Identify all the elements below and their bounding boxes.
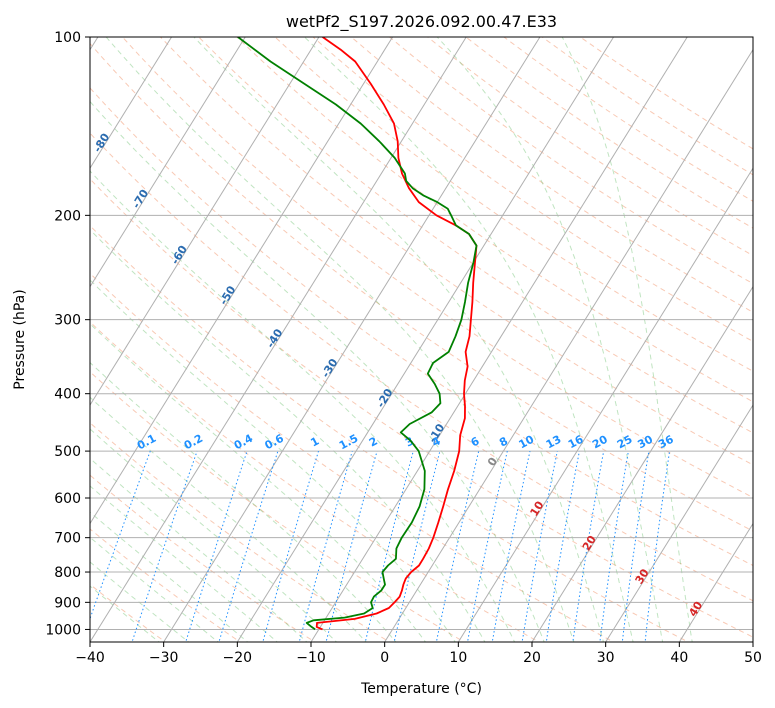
isotherm-line: [384, 48, 753, 642]
y-tick-label: 100: [54, 30, 81, 46]
isotherm-line: [310, 37, 688, 642]
y-tick-label: 1000: [45, 622, 81, 638]
isotherm-line: [531, 285, 753, 642]
mixing-ratio-labels: 0.1 0.2 0.4 0.6 1 1.5 2 3 4 6 8 10 13 16 20 25 30 36: [135, 432, 676, 453]
y-axis: 1000 900 800 700 600 500 400 300 200 100: [45, 30, 90, 638]
plot-area: -100-90-80-70-60-50-40-30-20-10010203040…: [90, 37, 753, 642]
y-tick-label: 200: [54, 208, 81, 224]
moist-adiabat: [561, 37, 693, 642]
sounding-profiles: [237, 37, 478, 631]
x-tick-label: 0: [380, 650, 389, 666]
isotherm-line: [90, 37, 320, 407]
dry-adiabat: [198, 37, 753, 434]
x-tick-label: −30: [149, 650, 179, 666]
isotherm-line: [90, 37, 467, 642]
mixing-ratio-label: 25: [615, 433, 635, 452]
temperature-profile: [315, 37, 478, 631]
moist-adiabat: [304, 37, 634, 642]
isotherm-line: [90, 37, 394, 525]
mixing-ratio-line: [545, 451, 580, 642]
mixing-ratio-label: 10: [517, 433, 537, 452]
y-tick-label: 800: [54, 565, 81, 581]
x-axis: −40 −30 −20 −10 0 10 20 30 40 50: [75, 642, 762, 666]
x-tick-label: 20: [523, 650, 541, 666]
mixing-ratio-line: [131, 450, 198, 642]
x-axis-label: Temperature (°C): [360, 681, 482, 697]
pressure-gridlines: [90, 37, 753, 630]
mixing-ratio-label: 13: [544, 433, 564, 452]
isotherm-line: [678, 522, 753, 642]
y-tick-label: 600: [54, 491, 81, 507]
mixing-ratio-line: [185, 450, 248, 642]
isotherm-line: [605, 404, 753, 642]
moist-adiabat: [105, 37, 575, 642]
y-axis-label: Pressure (hPa): [12, 289, 28, 389]
mixing-ratio-line: [521, 451, 558, 642]
isotherm-line: [457, 167, 753, 642]
chart-title: wetPf2_S197.2026.092.00.47.E33: [286, 12, 557, 32]
x-tick-label: 10: [449, 650, 467, 666]
y-tick-label: 900: [54, 595, 81, 611]
mixing-ratio-line: [466, 450, 508, 642]
x-tick-label: 50: [744, 650, 762, 666]
mixing-ratio-label: 30: [635, 433, 655, 452]
dry-adiabat: [90, 132, 753, 602]
mixing-ratio-line: [262, 450, 319, 642]
dry-adiabat: [90, 272, 615, 642]
isotherms: [90, 37, 753, 642]
y-tick-label: 400: [54, 387, 81, 403]
x-tick-label: −10: [296, 650, 326, 666]
mixing-ratio-lines: [90, 450, 671, 642]
y-tick-label: 300: [54, 313, 81, 329]
mixing-ratio-line: [298, 450, 353, 642]
dry-adiabat: [122, 37, 753, 499]
isotherm-line: [90, 37, 246, 288]
moist-adiabat: [90, 428, 338, 642]
dry-adiabat: [90, 42, 753, 532]
mixing-ratio-line: [435, 450, 480, 642]
y-tick-label: 500: [54, 444, 81, 460]
dry-adiabat: [90, 87, 753, 567]
x-tick-label: −20: [223, 650, 253, 666]
mixing-ratio-line: [393, 450, 441, 642]
mixing-ratio-line: [491, 450, 531, 642]
plot-frame: [89, 36, 754, 643]
x-tick-label: 40: [670, 650, 688, 666]
dry-adiabat: [90, 422, 391, 642]
isotherm-line: [236, 37, 615, 642]
mixing-ratio-line: [218, 450, 279, 642]
moist-adiabat: [193, 37, 605, 642]
mixing-ratio-label: 36: [656, 433, 676, 452]
dewpoint-profile: [237, 37, 478, 631]
isotherm-line: [90, 37, 173, 170]
dry-adiabat: [274, 37, 753, 372]
mixing-ratio-label: 20: [590, 433, 610, 452]
mixing-ratio-line: [364, 450, 414, 642]
moist-adiabat: [436, 37, 664, 642]
x-tick-label: −40: [75, 650, 105, 666]
isotherm-line: [163, 37, 541, 642]
dry-adiabat: [350, 37, 753, 313]
mixing-ratio-label: 16: [566, 433, 586, 452]
x-tick-label: 30: [597, 650, 615, 666]
y-tick-label: 700: [54, 531, 81, 547]
